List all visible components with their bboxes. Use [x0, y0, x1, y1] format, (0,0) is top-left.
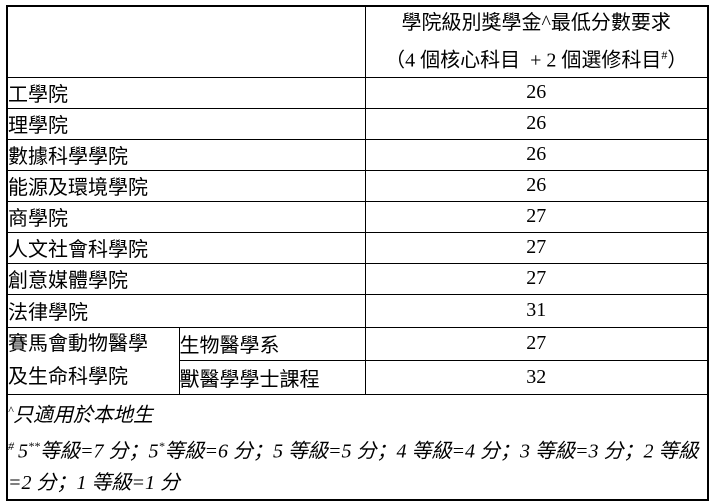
table-row: 法律學院 31: [6, 293, 709, 328]
score-cell: 27: [364, 326, 709, 362]
hash-marker: #: [8, 439, 14, 454]
score-cell: 31: [364, 293, 709, 328]
group-college-name-cell: 賽馬會動物醫學 及生命科學院: [6, 326, 180, 395]
table-row: 理學院 26: [6, 107, 709, 140]
header-title-line2: （4 個核心科目 + 2 個選修科目#）: [366, 39, 707, 76]
header-requirement-cell: 學院級別獎學金^最低分數要求 （4 個核心科目 + 2 個選修科目#）: [364, 5, 709, 78]
footnote-local-text: 只適用於本地生: [13, 404, 154, 427]
table-row: 工學院 26: [6, 76, 709, 109]
college-name-cell: 能源及環境學院: [6, 169, 366, 202]
header-hash-superscript: #: [661, 48, 668, 62]
score-cell: 26: [364, 169, 709, 202]
score-cell: 26: [364, 76, 709, 109]
table-row: 數據科學學院 26: [6, 138, 709, 171]
footnote-grading-seg2: 等級=7 分；5: [40, 440, 159, 463]
header-line2-text: （4 個核心科目 + 2 個選修科目: [385, 49, 662, 72]
table-row: 創意媒體學院 27: [6, 262, 709, 295]
header-title-line1: 學院級別獎學金^最低分數要求: [401, 12, 671, 34]
score-cell: 27: [364, 200, 709, 233]
footnote-grade-conversion: #5**等級=7 分；5*等級=6 分；5 等級=5 分；4 等級=4 分；3 …: [8, 431, 707, 499]
asterisk-superscript: *: [158, 439, 165, 454]
subcollege-name-cell: 獸醫學學士課程: [178, 360, 366, 395]
college-name-cell: 理學院: [6, 107, 366, 140]
college-name-cell: 法律學院: [6, 293, 366, 328]
footnote-local-students: ^只適用於本地生: [8, 395, 707, 431]
table-row: 能源及環境學院 26: [6, 169, 709, 202]
score-cell: 27: [364, 262, 709, 295]
college-name-cell: 數據科學學院: [6, 138, 366, 171]
table-row-header: 學院級別獎學金^最低分數要求 （4 個核心科目 + 2 個選修科目#）: [6, 5, 709, 78]
footnotes-cell: ^只適用於本地生 #5**等級=7 分；5*等級=6 分；5 等級=5 分；4 …: [6, 393, 709, 501]
table-row: 人文社會科學院 27: [6, 231, 709, 264]
group-college-name-line1: 賽馬會動物醫學: [8, 332, 148, 355]
table-row: 商學院 27: [6, 200, 709, 233]
header-line2-close-paren: ）: [667, 49, 688, 72]
college-name-cell: 人文社會科學院: [6, 231, 366, 264]
double-asterisk-superscript: **: [28, 439, 40, 454]
table-row-group-first: 賽馬會動物醫學 及生命科學院 生物醫學系 27: [6, 326, 709, 395]
scholarship-score-table: 學院級別獎學金^最低分數要求 （4 個核心科目 + 2 個選修科目#） 工學院 …: [6, 5, 709, 501]
college-name-cell: 創意媒體學院: [6, 262, 366, 295]
score-cell: 27: [364, 231, 709, 264]
footnote-grading-seg1: 5: [18, 440, 28, 463]
caret-marker: ^: [8, 402, 14, 417]
score-cell: 26: [364, 138, 709, 171]
score-cell: 32: [364, 360, 709, 395]
subcollege-name-cell: 生物醫學系: [178, 326, 366, 362]
college-name-cell: 工學院: [6, 76, 366, 109]
college-name-cell: 商學院: [6, 200, 366, 233]
header-empty-cell: [6, 5, 366, 78]
table-row-footnotes: ^只適用於本地生 #5**等級=7 分；5*等級=6 分；5 等級=5 分；4 …: [6, 393, 709, 501]
table-row-group-second: 獸醫學學士課程 32: [7, 360, 709, 395]
score-cell: 26: [364, 107, 709, 140]
group-college-name-line2: 及生命科學院: [8, 365, 128, 388]
footnote-grading-seg3: 等級=6 分；5 等級=5 分；4 等級=4 分；3 等級=3 分；2 等級=2…: [8, 440, 699, 494]
